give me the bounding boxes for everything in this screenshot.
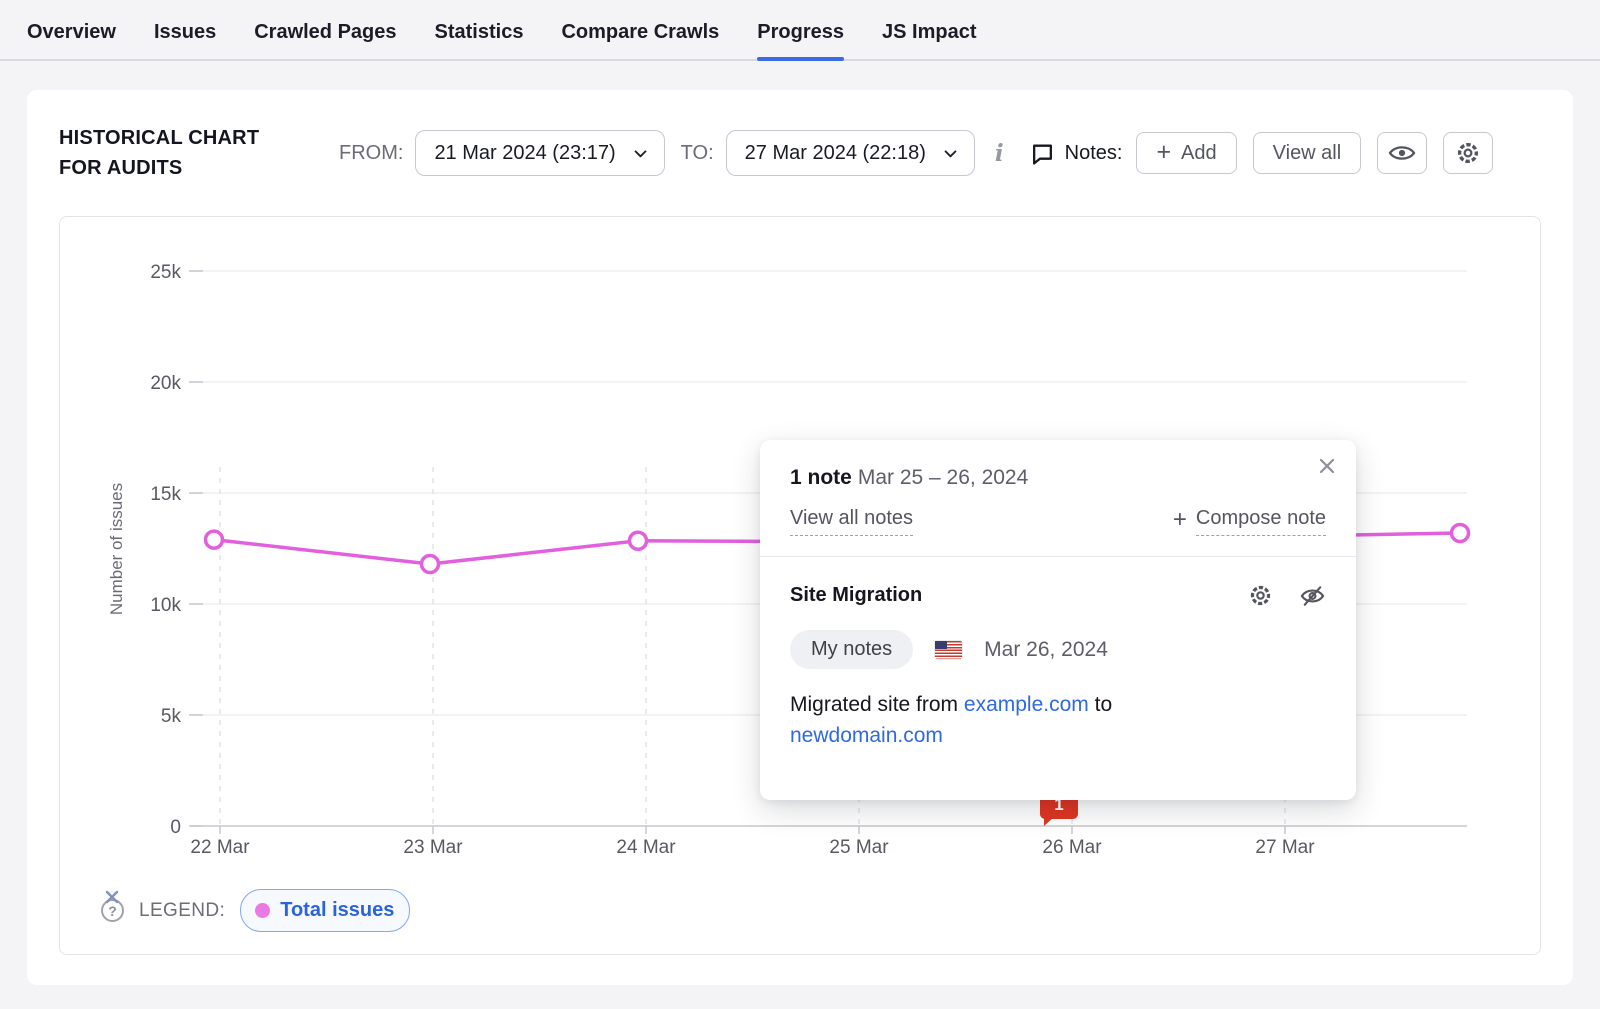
popup-title: 1 note Mar 25 – 26, 2024: [790, 466, 1029, 489]
audit-chart-container: 25k 20k 15k 10k 5k 0 22 Mar 23 Mar 24 Mar 25 Mar 2…: [59, 216, 1541, 955]
x-axis-label: 26 Mar: [1042, 837, 1102, 858]
to-label: TO:: [680, 141, 714, 164]
chevron-down-icon: [942, 145, 959, 162]
y-tick-label: 20k: [150, 373, 181, 394]
compose-note-link[interactable]: + Compose note: [1173, 507, 1326, 536]
audit-tabs-bar: Overview Issues Crawled Pages Statistics…: [0, 0, 1600, 61]
y-tick-label: 0: [170, 817, 181, 838]
page-title: HISTORICAL CHART FOR AUDITS: [59, 127, 260, 179]
series-color-dot: [255, 903, 271, 918]
data-point[interactable]: [419, 553, 441, 575]
close-icon[interactable]: [1318, 457, 1336, 475]
view-all-notes-link[interactable]: View all notes: [790, 507, 914, 536]
notes-group: Notes:: [1030, 141, 1123, 166]
plus-icon: +: [1172, 506, 1187, 533]
x-axis-label: 27 Mar: [1255, 837, 1315, 858]
tab-crawled-pages[interactable]: Crawled Pages: [254, 21, 397, 43]
note-link-new-domain[interactable]: newdomain.com: [790, 724, 943, 747]
notes-popup: 1 note Mar 25 – 26, 2024 View all notes +…: [760, 440, 1356, 800]
legend-help-icon[interactable]: ?: [101, 899, 124, 922]
from-date-dropdown[interactable]: 21 Mar 2024 (23:17): [415, 130, 665, 176]
to-date-value: 27 Mar 2024 (22:18): [744, 141, 926, 164]
y-tick-label: 10k: [150, 595, 181, 616]
audit-line-chart: 25k 20k 15k 10k 5k 0 22 Mar 23 Mar 24 Mar 25 Mar 2…: [107, 262, 1471, 858]
legend-item-total-issues[interactable]: Total issues: [105, 889, 411, 932]
legend-row: ? LEGEND: Total issues: [101, 889, 411, 932]
from-label: FROM:: [339, 141, 404, 164]
y-tick-label: 25k: [150, 262, 181, 283]
legend-label: LEGEND:: [139, 899, 226, 921]
popup-divider: [760, 556, 1356, 557]
hide-note-eye-slash-icon[interactable]: [1299, 584, 1326, 608]
x-axis-label: 22 Mar: [190, 837, 250, 858]
tab-statistics[interactable]: Statistics: [434, 21, 524, 43]
chart-controls: FROM: 21 Mar 2024 (23:17) TO: 27 Mar 202…: [339, 130, 1541, 176]
historical-chart-card: HISTORICAL CHART FOR AUDITS FROM: 21 Mar…: [27, 90, 1573, 985]
note-link-old-domain[interactable]: example.com: [963, 693, 1089, 716]
add-note-button[interactable]: + Add: [1136, 132, 1237, 174]
view-all-notes-button[interactable]: View all: [1252, 132, 1362, 174]
info-icon[interactable]: i: [994, 139, 1004, 167]
note-settings-gear-icon[interactable]: [1248, 583, 1273, 608]
us-flag-icon: [935, 640, 963, 659]
x-axis-label: 23 Mar: [403, 837, 463, 858]
tab-issues[interactable]: Issues: [153, 21, 217, 43]
data-point[interactable]: [203, 529, 225, 550]
data-point[interactable]: [627, 530, 649, 551]
note-bubble-icon: [1030, 141, 1055, 166]
series-name: Total issues: [280, 899, 395, 921]
chevron-down-icon: [632, 145, 649, 162]
chart-header: HISTORICAL CHART FOR AUDITS FROM: 21 Mar…: [59, 90, 1541, 216]
note-date: Mar 26, 2024: [984, 637, 1108, 661]
tab-progress[interactable]: Progress: [757, 21, 844, 61]
eye-icon: [1388, 142, 1416, 164]
gear-icon: [1455, 140, 1481, 166]
notes-label: Notes:: [1064, 141, 1123, 164]
y-tick-label: 5k: [161, 706, 182, 727]
tab-compare-crawls[interactable]: Compare Crawls: [561, 21, 720, 43]
popup-body: Site Migration My notes Mar 26, 2024 Mig…: [760, 557, 1356, 800]
to-date-dropdown[interactable]: 27 Mar 2024 (22:18): [725, 130, 975, 176]
remove-series-icon[interactable]: [104, 889, 120, 905]
toggle-notes-visibility-button[interactable]: [1377, 132, 1428, 174]
x-axis-label: 25 Mar: [829, 837, 889, 858]
y-axis-title: Number of issues: [107, 483, 126, 615]
note-title: Site Migration: [790, 584, 923, 606]
data-point[interactable]: [1449, 522, 1471, 544]
x-axis-label: 24 Mar: [616, 837, 676, 858]
y-tick-label: 15k: [150, 484, 181, 505]
tab-js-impact[interactable]: JS Impact: [882, 21, 977, 43]
plus-icon: +: [1156, 137, 1172, 166]
note-visibility-badge: My notes: [790, 630, 914, 669]
popup-header: 1 note Mar 25 – 26, 2024 View all notes +…: [760, 440, 1356, 556]
note-body: Migrated site from example.com to newdom…: [790, 693, 1113, 747]
tab-overview[interactable]: Overview: [27, 21, 116, 43]
from-date-value: 21 Mar 2024 (23:17): [434, 141, 616, 164]
chart-settings-button[interactable]: [1443, 132, 1494, 174]
